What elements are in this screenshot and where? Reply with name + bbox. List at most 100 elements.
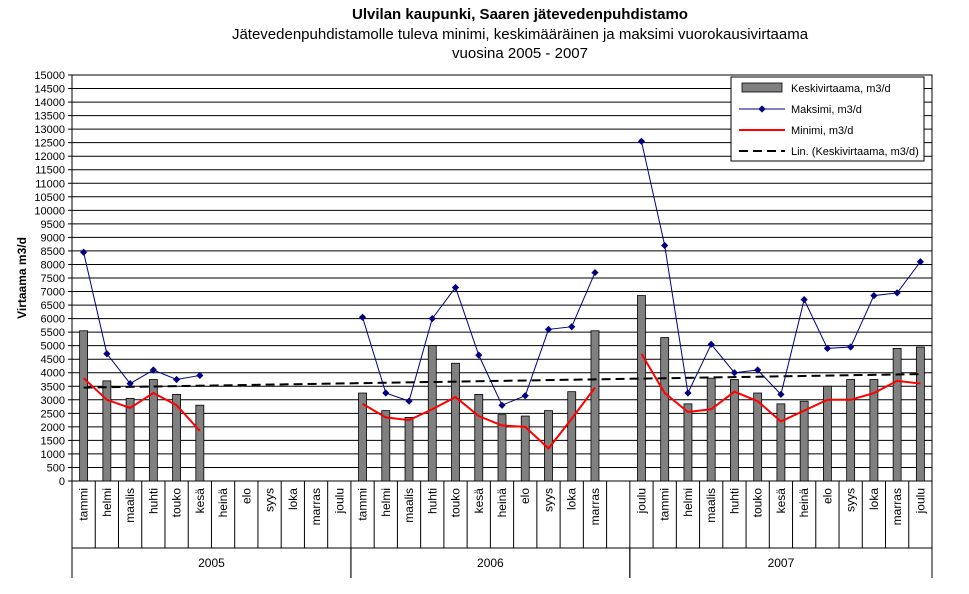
maksimi-point [498, 401, 506, 409]
y-tick-label: 0 [59, 476, 65, 488]
legend-label: Minimi, m3/d [791, 125, 853, 137]
maksimi-point [521, 392, 529, 400]
y-tick-label: 4500 [41, 354, 65, 366]
chart-title: Ulvilan kaupunki, Saaren jätevedenpuhdis… [352, 6, 688, 23]
x-tick-label: loka [565, 488, 579, 510]
x-tick-label: touko [751, 488, 765, 518]
maksimi-point [382, 389, 390, 397]
bar-keskivirtaama [892, 347, 902, 482]
y-tick-label: 500 [47, 462, 65, 474]
maksimi-point [172, 375, 181, 384]
y-tick-label: 8000 [41, 259, 65, 271]
y-tick-label: 4000 [41, 368, 65, 380]
bar-keskivirtaama [474, 393, 484, 482]
maksimi-line [640, 141, 921, 396]
bar-keskivirtaama [195, 404, 205, 482]
y-tick-label: 7000 [41, 287, 65, 299]
bar-keskivirtaama [590, 330, 600, 482]
maksimi-point [568, 323, 576, 331]
bar-keskivirtaama [427, 345, 437, 482]
x-tick-label: maalis [704, 488, 718, 523]
x-tick-label: loka [286, 488, 300, 510]
x-tick-label: kesä [472, 488, 486, 514]
y-tick-label: 6000 [41, 314, 65, 326]
bar-keskivirtaama [172, 393, 181, 482]
x-tick-label: kesä [193, 488, 207, 514]
y-tick-label: 2000 [41, 422, 65, 434]
maksimi-point [684, 389, 692, 397]
legend-label: Keskivirtaama, m3/d [791, 83, 891, 95]
legend-swatch-keskivirtaama [741, 82, 783, 93]
legend-marker-maksimi [758, 105, 766, 113]
y-axis-title: Virtaama m3/d [15, 237, 29, 319]
maksimi-point [661, 241, 669, 250]
bar-keskivirtaama [102, 380, 112, 482]
y-tick-label: 8500 [41, 246, 65, 258]
maksimi-point [196, 371, 204, 380]
maksimi-point [777, 390, 785, 398]
y-tick-label: 11000 [35, 178, 65, 190]
x-tick-label: marras [309, 488, 323, 525]
y-tick-label: 6500 [41, 300, 65, 312]
x-tick-label: touko [170, 488, 184, 518]
x-tick-label: huhti [425, 488, 439, 514]
x-tick-label: marras [890, 488, 904, 525]
maksimi-point [870, 291, 878, 300]
y-tick-label: 12000 [34, 151, 65, 163]
bar-keskivirtaama [520, 415, 530, 482]
y-tick-label: 14000 [34, 97, 65, 109]
bar-keskivirtaama [79, 330, 89, 482]
bar-keskivirtaama [451, 362, 460, 482]
x-tick-label: elo [239, 488, 253, 504]
maksimi-point [149, 366, 157, 374]
maksimi-line [362, 272, 596, 406]
x-tick-label: maalis [402, 488, 416, 523]
maksimi-point [428, 315, 436, 323]
maksimi-point [637, 137, 646, 145]
chart-subtitle-years: vuosina 2005 - 2007 [452, 45, 588, 62]
x-tick-label: joulu [913, 488, 927, 514]
bar-keskivirtaama [730, 379, 739, 482]
bar-keskivirtaama [915, 346, 925, 482]
maksimi-point [544, 325, 553, 334]
bar-keskivirtaama [567, 391, 577, 482]
x-tick-label: loka [867, 488, 881, 510]
maksimi-point [358, 313, 367, 321]
maksimi-point [126, 379, 134, 388]
maksimi-point [80, 248, 88, 256]
maksimi-point [847, 343, 855, 351]
maksimi-point [451, 283, 460, 292]
x-tick-label: heinä [797, 488, 811, 518]
x-tick-label: joulu [332, 488, 346, 514]
x-tick-label: helmi [379, 488, 393, 517]
bar-keskivirtaama [381, 410, 391, 482]
bar-keskivirtaama [404, 416, 414, 482]
bar-keskivirtaama [637, 295, 646, 482]
y-tick-label: 9000 [41, 232, 65, 244]
y-tick-label: 13000 [34, 124, 65, 136]
x-tick-label: syys [541, 488, 555, 512]
x-tick-label: tammi [356, 488, 370, 521]
x-tick-label: tammi [658, 488, 672, 521]
y-tick-label: 11500 [35, 165, 65, 177]
x-tick-label: touko [449, 488, 463, 518]
x-tick-label: tammi [77, 488, 91, 521]
y-tick-label: 10500 [34, 192, 65, 204]
x-tick-label: syys [263, 488, 277, 512]
y-tick-label: 9500 [41, 219, 65, 231]
bar-keskivirtaama [869, 379, 879, 482]
y-tick-label: 1500 [41, 435, 65, 447]
maksimi-line [83, 252, 200, 385]
x-tick-label: helmi [100, 488, 114, 517]
bar-keskivirtaama [776, 403, 786, 482]
y-tick-label: 3000 [41, 395, 65, 407]
x-tick-label: syys [844, 488, 858, 512]
legend-label: Maksimi, m3/d [791, 104, 862, 116]
bar-keskivirtaama [706, 377, 716, 482]
trend-line [83, 373, 921, 389]
maksimi-point [405, 397, 413, 405]
x-tick-label: marras [588, 488, 602, 525]
year-label: 2007 [768, 556, 795, 570]
minimi-line [82, 377, 201, 432]
bar-keskivirtaama [497, 414, 507, 482]
